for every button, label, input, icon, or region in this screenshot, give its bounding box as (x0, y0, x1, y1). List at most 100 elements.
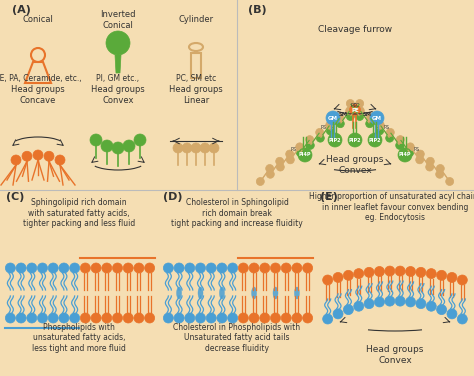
Circle shape (396, 141, 404, 149)
Circle shape (22, 151, 32, 161)
Circle shape (217, 313, 227, 323)
Circle shape (37, 313, 47, 323)
Circle shape (323, 314, 333, 324)
Circle shape (48, 263, 58, 273)
Text: PIP2: PIP2 (369, 138, 381, 143)
Circle shape (368, 133, 382, 147)
Text: Cholesterol in Sphingolipid
rich domain break
tight packing and increase fluidit: Cholesterol in Sphingolipid rich domain … (171, 198, 303, 228)
Circle shape (27, 313, 37, 323)
Circle shape (206, 263, 216, 273)
Circle shape (70, 263, 80, 273)
Circle shape (346, 107, 354, 115)
Circle shape (356, 107, 365, 115)
Text: Head groups
Linear: Head groups Linear (169, 85, 223, 105)
Circle shape (302, 313, 313, 323)
Circle shape (337, 120, 344, 128)
Circle shape (365, 120, 374, 128)
Circle shape (385, 266, 395, 276)
Circle shape (298, 148, 312, 162)
Circle shape (302, 263, 313, 273)
Circle shape (292, 313, 302, 323)
Polygon shape (115, 55, 121, 73)
Circle shape (134, 313, 144, 323)
Circle shape (174, 263, 184, 273)
Circle shape (112, 313, 122, 323)
Ellipse shape (177, 287, 182, 299)
Circle shape (27, 263, 37, 273)
Circle shape (209, 143, 219, 153)
Circle shape (238, 263, 248, 273)
Circle shape (406, 297, 416, 307)
Text: PI, GM etc.,: PI, GM etc., (96, 73, 139, 82)
Circle shape (395, 266, 405, 276)
Circle shape (374, 297, 384, 307)
Circle shape (328, 133, 342, 147)
Text: Head groups
Convex: Head groups Convex (326, 155, 383, 175)
Circle shape (398, 148, 412, 162)
Text: GM: GM (372, 115, 382, 120)
Circle shape (447, 309, 457, 319)
Text: (A): (A) (12, 5, 31, 15)
Text: Head groups
Convex: Head groups Convex (91, 85, 145, 105)
Ellipse shape (219, 287, 224, 299)
Circle shape (123, 263, 133, 273)
Circle shape (348, 133, 362, 147)
Circle shape (217, 263, 227, 273)
Circle shape (356, 112, 364, 120)
Circle shape (5, 263, 15, 273)
Circle shape (346, 100, 355, 108)
Circle shape (426, 268, 436, 279)
Circle shape (90, 134, 102, 146)
Ellipse shape (273, 287, 278, 299)
Circle shape (55, 155, 65, 165)
Circle shape (249, 263, 259, 273)
Circle shape (145, 313, 155, 323)
Circle shape (457, 275, 467, 285)
Circle shape (123, 313, 133, 323)
Circle shape (228, 313, 237, 323)
Circle shape (256, 177, 264, 185)
Circle shape (173, 143, 183, 153)
Circle shape (296, 149, 304, 156)
Circle shape (81, 263, 91, 273)
Text: Inverted
Conical: Inverted Conical (100, 10, 136, 30)
Circle shape (354, 268, 364, 279)
Circle shape (326, 127, 334, 135)
Text: PI4P: PI4P (399, 153, 411, 158)
Circle shape (416, 156, 424, 164)
Text: Cylinder: Cylinder (178, 15, 214, 24)
Text: Head groups
Concave: Head groups Concave (11, 85, 65, 105)
Circle shape (436, 165, 444, 173)
Circle shape (286, 150, 294, 158)
Circle shape (386, 134, 394, 142)
Text: Head groups
Convex: Head groups Convex (366, 345, 424, 365)
Circle shape (356, 100, 364, 108)
Circle shape (406, 143, 414, 151)
Circle shape (306, 141, 314, 149)
Text: Higher proportion of unsaturated acyl chains
in inner leaflet favour convex bend: Higher proportion of unsaturated acyl ch… (309, 192, 474, 222)
Text: PI4P: PI4P (299, 153, 311, 158)
Circle shape (374, 267, 384, 276)
Circle shape (164, 263, 173, 273)
Circle shape (48, 313, 58, 323)
Circle shape (343, 270, 354, 280)
Circle shape (260, 313, 270, 323)
Text: PIP2: PIP2 (329, 138, 341, 143)
Circle shape (416, 150, 424, 158)
Circle shape (91, 263, 101, 273)
Circle shape (376, 127, 383, 135)
Circle shape (446, 177, 454, 185)
Text: PS: PS (290, 147, 296, 152)
Text: PS: PS (414, 147, 420, 152)
Circle shape (102, 263, 112, 273)
Circle shape (396, 136, 404, 144)
Circle shape (326, 121, 334, 129)
Circle shape (406, 149, 414, 156)
Text: Sphingolipid rich domain
with saturated fatty acids,
tighter packing and less fl: Sphingolipid rich domain with saturated … (23, 198, 135, 228)
Circle shape (44, 151, 54, 161)
Circle shape (59, 263, 69, 273)
Circle shape (112, 263, 122, 273)
Circle shape (366, 114, 374, 122)
Circle shape (354, 301, 364, 311)
Circle shape (436, 170, 444, 178)
